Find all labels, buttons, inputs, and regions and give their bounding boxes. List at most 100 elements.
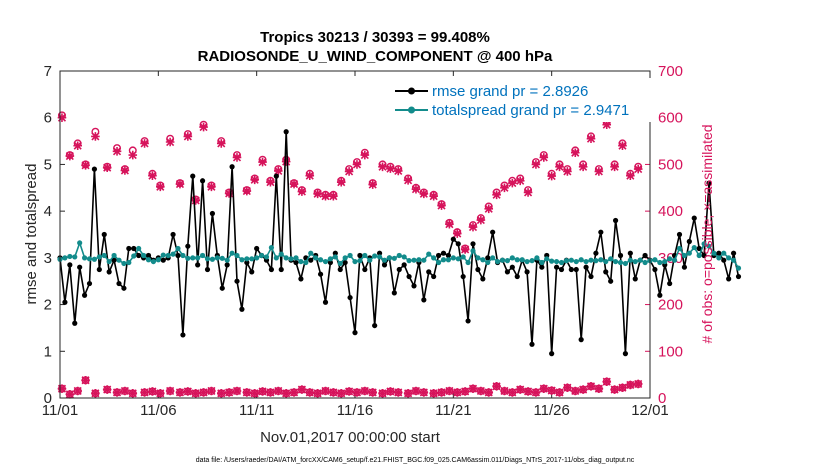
rmse-point bbox=[185, 243, 191, 249]
totalspread-point bbox=[234, 252, 240, 259]
legend-box bbox=[393, 78, 653, 122]
totalspread-point bbox=[317, 257, 324, 263]
obs-assimilated-marker bbox=[120, 166, 130, 175]
obs-assimilated-marker bbox=[199, 122, 208, 132]
obs-assimilated-marker bbox=[555, 162, 564, 172]
y-axis-label-left: rmse and totalspread bbox=[23, 164, 40, 305]
totalspread-point bbox=[711, 250, 717, 256]
y-axis-label-right: # of obs: o=possible; ×=assimilated bbox=[699, 124, 715, 343]
obs-assimilated-marker bbox=[65, 151, 75, 161]
rmse-point bbox=[460, 273, 466, 280]
obs-low-assimilated-marker bbox=[378, 389, 387, 398]
rmse-point bbox=[175, 252, 181, 259]
totalspread-point bbox=[111, 252, 117, 259]
totalspread-point bbox=[327, 256, 334, 262]
totalspread-point bbox=[313, 255, 319, 261]
obs-low-assimilated-marker bbox=[586, 382, 596, 391]
obs-assimilated-marker bbox=[578, 162, 588, 172]
totalspread-point bbox=[86, 256, 93, 262]
obs-assimilated-marker bbox=[500, 183, 509, 193]
obs-assimilated-marker bbox=[618, 141, 627, 151]
totalspread-point bbox=[96, 254, 102, 260]
totalspread-point bbox=[465, 259, 471, 266]
rmse-point bbox=[588, 273, 594, 280]
obs-assimilated-marker bbox=[429, 191, 438, 201]
obs-low-assimilated-marker bbox=[81, 375, 90, 385]
totalspread-point bbox=[637, 257, 643, 263]
totalspread-point bbox=[165, 252, 171, 259]
totalspread-point bbox=[150, 258, 157, 265]
obs-low-assimilated-marker bbox=[500, 386, 509, 396]
totalspread-point bbox=[209, 256, 216, 262]
obs-assimilated-marker bbox=[360, 150, 370, 160]
totalspread-point bbox=[627, 257, 633, 263]
rmse-point bbox=[504, 269, 511, 275]
obs-low-assimilated-marker bbox=[618, 383, 627, 393]
obs-assimilated-marker bbox=[602, 120, 612, 130]
rmse-point bbox=[681, 264, 688, 270]
rmse-point bbox=[445, 252, 452, 259]
obs-assimilated-marker bbox=[175, 179, 185, 189]
rmse-point bbox=[121, 285, 127, 291]
rmse-point bbox=[342, 259, 348, 266]
totalspread-point bbox=[534, 255, 540, 261]
rmse-point bbox=[229, 164, 235, 170]
obs-assimilated-marker bbox=[378, 162, 387, 172]
rmse-point bbox=[116, 280, 122, 287]
totalspread-point bbox=[578, 257, 584, 263]
chart-title-line1: Tropics 30213 / 30393 = 99.408% bbox=[260, 29, 490, 46]
obs-low-assimilated-marker bbox=[594, 384, 604, 393]
totalspread-point bbox=[519, 257, 525, 263]
totalspread-point bbox=[573, 258, 579, 265]
totalspread-point bbox=[494, 258, 501, 265]
totalspread-point bbox=[440, 257, 447, 263]
rmse-point bbox=[293, 259, 299, 266]
obs-low-assimilated-marker bbox=[403, 389, 413, 398]
rmse-point bbox=[327, 259, 334, 266]
rmse-point bbox=[598, 229, 604, 235]
obs-assimilated-marker bbox=[393, 166, 403, 176]
x-tick-label: 11/26 bbox=[533, 402, 569, 419]
rmse-point bbox=[101, 231, 107, 238]
obs-low-assimilated-marker bbox=[468, 384, 478, 393]
totalspread-point bbox=[480, 257, 486, 263]
totalspread-point bbox=[293, 255, 299, 261]
obs-low-assimilated-marker bbox=[156, 389, 165, 398]
totalspread-point bbox=[258, 252, 265, 259]
obs-low-assimilated-marker bbox=[148, 387, 157, 396]
totalspread-point bbox=[701, 241, 707, 247]
rmse-point bbox=[317, 271, 324, 277]
totalspread-point bbox=[268, 244, 275, 251]
x-axis-label: Nov.01,2017 00:00:00 start bbox=[260, 429, 441, 446]
rmse-point bbox=[239, 306, 245, 312]
obs-low-assimilated-marker bbox=[508, 388, 517, 397]
totalspread-point bbox=[598, 257, 604, 263]
rmse-point bbox=[219, 285, 225, 291]
y-tick-label-right: 0 bbox=[658, 390, 666, 407]
obs-low-assimilated-marker bbox=[313, 389, 322, 398]
rmse-point bbox=[352, 330, 358, 336]
totalspread-point bbox=[608, 256, 614, 262]
rmse-point bbox=[372, 322, 378, 329]
obs-assimilated-marker bbox=[207, 182, 216, 192]
rmse-point bbox=[676, 231, 683, 238]
totalspread-point bbox=[170, 251, 176, 257]
y-tick-label-left: 5 bbox=[44, 156, 52, 173]
totalspread-point bbox=[558, 259, 565, 266]
totalspread-point bbox=[337, 260, 343, 267]
obs-assimilated-marker bbox=[183, 132, 193, 141]
obs-assimilated-marker bbox=[484, 204, 494, 214]
rmse-point bbox=[431, 273, 437, 280]
obs-low-assimilated-marker bbox=[183, 387, 193, 396]
totalspread-point bbox=[249, 256, 255, 262]
obs-low-assimilated-marker bbox=[602, 377, 612, 386]
rmse-point bbox=[558, 266, 565, 273]
totalspread-point bbox=[588, 257, 594, 263]
obs-low-assimilated-marker bbox=[633, 379, 643, 389]
rmse-point bbox=[224, 262, 230, 268]
rmse-point bbox=[332, 250, 338, 256]
totalspread-point bbox=[676, 245, 683, 252]
rmse-point bbox=[278, 266, 284, 273]
rmse-point bbox=[553, 264, 560, 270]
y-tick-label-left: 7 bbox=[44, 63, 52, 80]
